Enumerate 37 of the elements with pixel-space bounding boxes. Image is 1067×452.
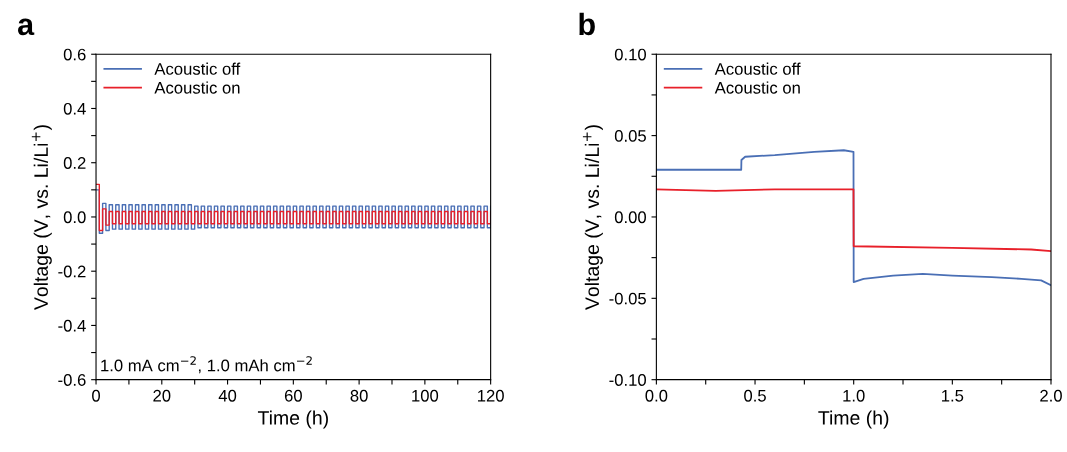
- x-tick-label: 0.0: [645, 389, 668, 402]
- y-tick-label: 0.00: [614, 211, 647, 224]
- x-tick-label: 120: [478, 389, 504, 402]
- x-axis-title: Time (h): [818, 410, 889, 429]
- y-tick-label: 0.6: [63, 48, 86, 61]
- x-tick-label: 0: [92, 389, 101, 402]
- line-series: [656, 149, 1051, 287]
- x-tick-label: 2.0: [1040, 389, 1062, 402]
- legend-label: Acoustic off: [714, 62, 801, 75]
- x-tick-label: 20: [153, 389, 171, 402]
- y-tick-label: 0.2: [63, 157, 86, 169]
- y-tick-label: -0.4: [58, 319, 86, 332]
- text: b: [579, 12, 595, 36]
- y-tick-label: 0.05: [614, 130, 646, 142]
- x-tick-label: 40: [218, 389, 237, 402]
- legend-label: Acoustic on: [154, 81, 240, 94]
- line-series: [656, 188, 1051, 253]
- x-tick-label: 60: [284, 389, 302, 402]
- x-tick-label: 1.0: [843, 389, 865, 402]
- y-tick-label: 0.4: [63, 102, 86, 115]
- y-tick-label: -0.05: [609, 292, 646, 305]
- x-tick-label: 100: [412, 389, 439, 402]
- legend-label: Acoustic on: [714, 81, 800, 94]
- annotation: 1.0 mA cm$^{−2}$, 1.0 mAh cm$^{−2}$: [101, 356, 312, 374]
- y-tick-label: -0.10: [609, 374, 647, 386]
- y-tick-label: 0.10: [614, 48, 647, 61]
- x-axis-title: Time (h): [257, 410, 328, 429]
- y-tick-label: -0.2: [58, 265, 86, 278]
- x-tick-label: 80: [350, 389, 368, 402]
- y-tick-label: -0.6: [58, 374, 86, 386]
- y-tick-label: 0.0: [63, 211, 86, 224]
- text: a: [18, 18, 35, 36]
- y-axis-title: Voltage (V, vs. Li/Li$^{+}$): [582, 125, 603, 311]
- x-tick-label: 1.5: [942, 390, 964, 402]
- legend-label: Acoustic off: [154, 62, 241, 75]
- y-axis-title: Voltage (V, vs. Li/Li$^{+}$): [31, 125, 52, 311]
- x-tick-label: 0.5: [744, 389, 766, 402]
